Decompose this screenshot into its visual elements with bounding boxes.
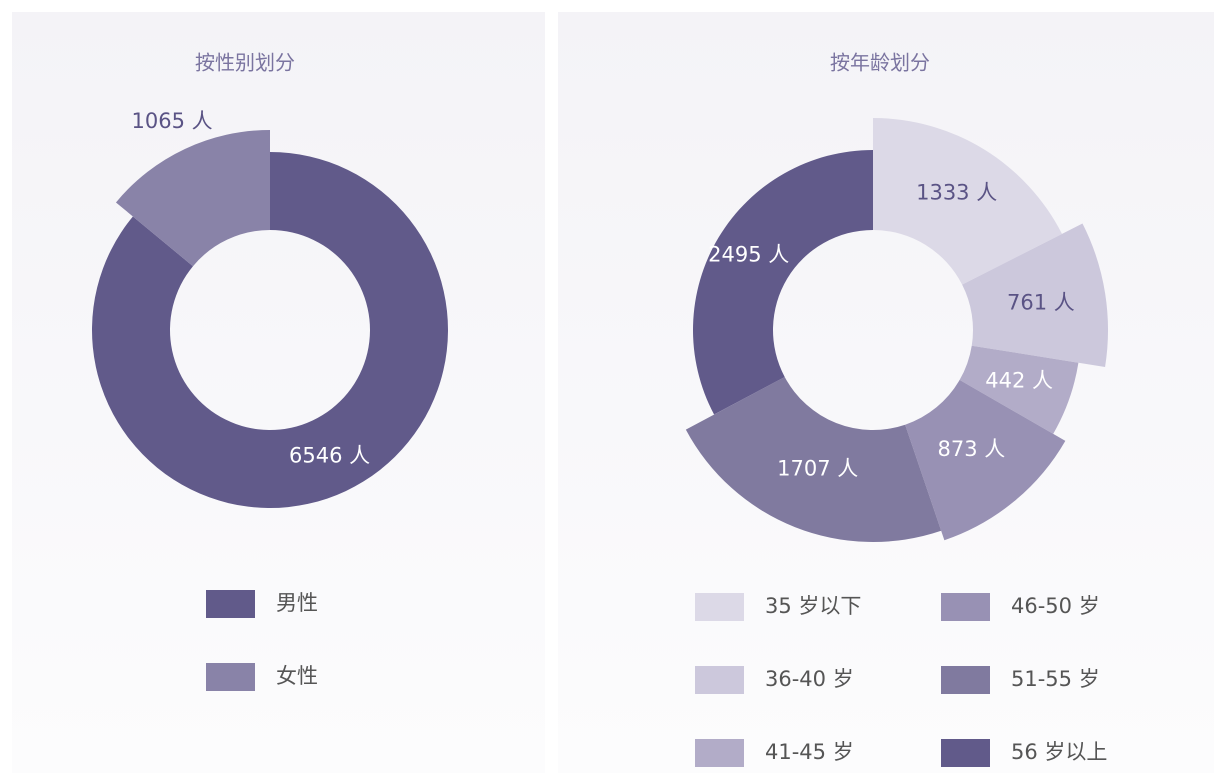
data-label: 6546 人: [289, 444, 370, 468]
legend-swatch: [695, 666, 744, 694]
pie-slice: [693, 150, 873, 415]
legend-swatch: [941, 593, 990, 621]
pie-slice: [905, 379, 1066, 541]
pie-slice: [685, 376, 942, 542]
data-label: 1065 人: [132, 109, 213, 133]
legend-swatch: [695, 739, 744, 767]
legend-swatch: [206, 590, 255, 618]
pie-slice: [962, 223, 1108, 367]
chart-title: 按年龄划分: [830, 51, 930, 75]
legend-label: 56 岁以上: [1011, 740, 1107, 764]
legend-label: 41-45 岁: [765, 740, 854, 764]
data-label: 761 人: [1007, 291, 1075, 315]
legend-swatch: [941, 666, 990, 694]
pie-slice: [959, 345, 1079, 434]
pie-slice: [92, 152, 449, 508]
panel: [12, 12, 545, 773]
pie-slice: [115, 130, 271, 267]
data-label: 442 人: [985, 369, 1053, 393]
legend-label: 46-50 岁: [1011, 594, 1100, 618]
data-label: 1333 人: [916, 181, 997, 205]
legend-label: 36-40 岁: [765, 667, 854, 691]
chart-title: 按性别划分: [195, 51, 295, 75]
legend-swatch: [695, 593, 744, 621]
legend-label: 男性: [276, 591, 318, 615]
pie-slice: [873, 118, 1062, 285]
legend-swatch: [206, 663, 255, 691]
data-label: 2495 人: [708, 242, 789, 266]
legend-swatch: [941, 739, 990, 767]
data-label: 873 人: [938, 437, 1006, 461]
legend-label: 女性: [276, 664, 318, 688]
legend-label: 51-55 岁: [1011, 667, 1100, 691]
data-label: 1707 人: [777, 456, 858, 480]
legend-label: 35 岁以下: [765, 594, 861, 618]
